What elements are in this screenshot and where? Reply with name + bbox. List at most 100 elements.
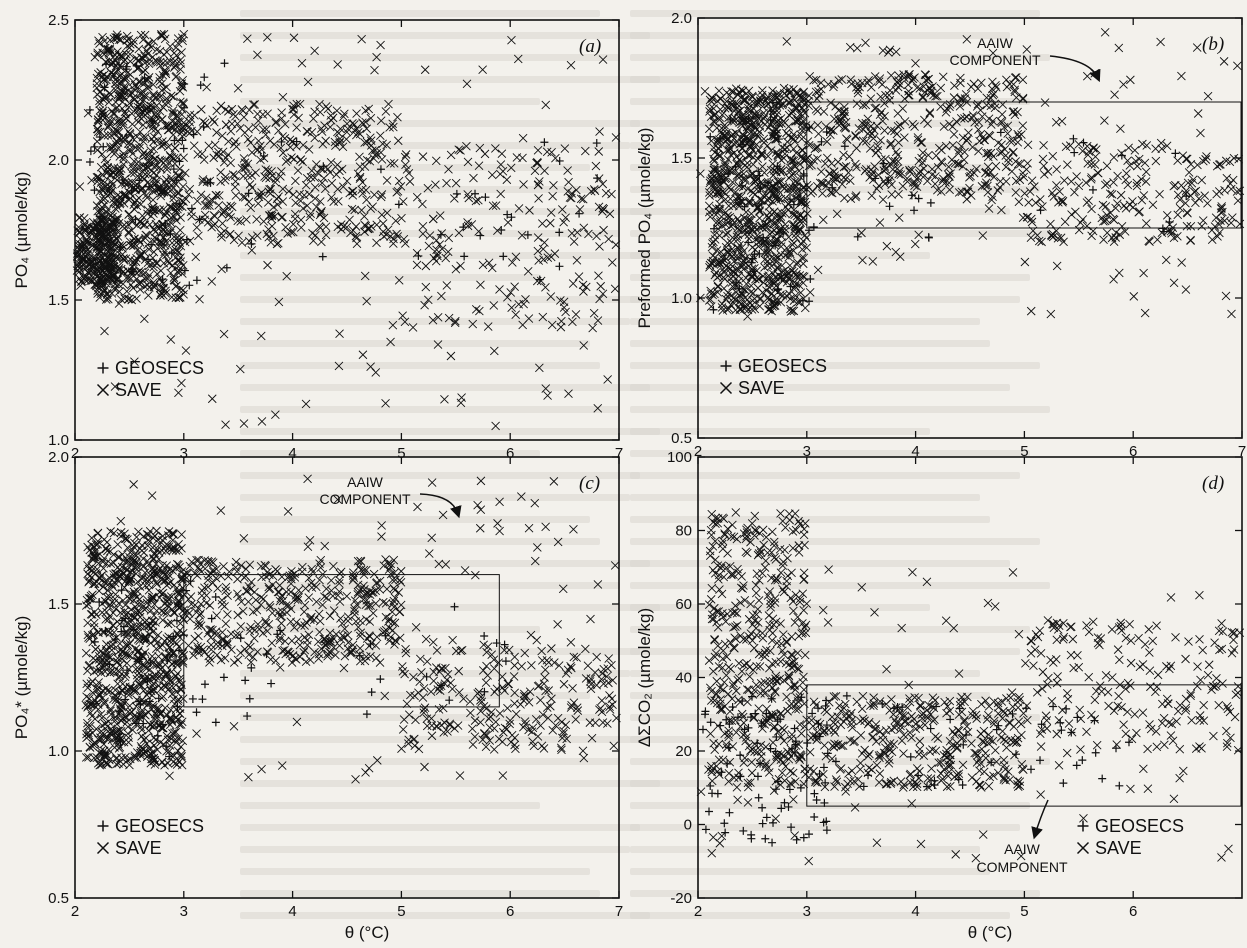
save-point bbox=[495, 285, 504, 294]
save-point bbox=[176, 742, 186, 752]
save-point bbox=[281, 222, 290, 232]
save-point bbox=[173, 137, 183, 146]
save-point bbox=[948, 140, 958, 150]
save-point bbox=[1074, 225, 1084, 235]
save-point bbox=[214, 191, 224, 200]
save-point bbox=[253, 145, 263, 155]
save-point bbox=[908, 178, 918, 187]
save-point bbox=[278, 148, 288, 158]
save-point bbox=[925, 109, 935, 119]
bleed-line bbox=[240, 318, 630, 325]
save-point bbox=[172, 208, 181, 217]
save-point bbox=[1183, 178, 1193, 188]
save-point bbox=[221, 120, 231, 130]
save-point bbox=[357, 34, 366, 44]
save-point bbox=[514, 300, 524, 309]
save-point bbox=[157, 86, 167, 95]
save-point bbox=[94, 36, 103, 45]
save-point bbox=[142, 105, 151, 114]
save-point bbox=[132, 294, 141, 303]
save-point bbox=[175, 267, 185, 276]
save-point bbox=[257, 417, 267, 426]
save-point bbox=[1153, 235, 1162, 244]
save-point bbox=[533, 145, 543, 155]
save-point bbox=[446, 150, 456, 160]
save-point bbox=[538, 219, 547, 228]
save-point bbox=[316, 208, 326, 218]
save-point bbox=[1177, 258, 1187, 267]
bleed-line bbox=[240, 142, 630, 149]
save-point bbox=[377, 210, 387, 220]
save-point bbox=[833, 157, 843, 167]
x-tick-label: 2 bbox=[71, 445, 79, 462]
save-point bbox=[335, 329, 344, 339]
save-point bbox=[357, 205, 366, 215]
save-point bbox=[359, 212, 369, 221]
save-point bbox=[113, 540, 123, 549]
save-point bbox=[296, 215, 306, 225]
save-point bbox=[155, 274, 165, 283]
save-point bbox=[782, 37, 792, 46]
save-point bbox=[217, 264, 226, 274]
save-point bbox=[503, 218, 513, 227]
save-point bbox=[249, 100, 258, 109]
save-point bbox=[894, 189, 903, 199]
save-point bbox=[1039, 170, 1049, 179]
bleed-line bbox=[240, 98, 540, 105]
save-point bbox=[94, 226, 104, 236]
save-point bbox=[970, 117, 979, 127]
save-point bbox=[858, 255, 867, 265]
save-point bbox=[1203, 198, 1212, 208]
save-point bbox=[129, 93, 138, 102]
save-point bbox=[779, 184, 789, 193]
save-point bbox=[92, 137, 102, 146]
save-point bbox=[368, 146, 377, 156]
bleed-line bbox=[240, 120, 640, 127]
save-point bbox=[530, 166, 540, 176]
save-point bbox=[112, 33, 122, 42]
save-point bbox=[119, 160, 128, 169]
save-point bbox=[405, 177, 415, 186]
save-point bbox=[173, 669, 182, 678]
save-point bbox=[534, 194, 543, 203]
geosecs-point bbox=[182, 235, 191, 244]
save-point bbox=[1207, 225, 1217, 235]
save-point bbox=[157, 757, 167, 767]
save-point bbox=[891, 86, 901, 95]
save-point bbox=[965, 183, 974, 193]
save-point bbox=[894, 213, 904, 223]
save-point bbox=[956, 73, 965, 83]
save-point bbox=[572, 185, 581, 195]
save-point bbox=[946, 169, 955, 178]
save-point bbox=[1109, 153, 1119, 162]
save-point bbox=[425, 231, 435, 240]
save-point bbox=[556, 322, 566, 332]
save-point bbox=[310, 183, 320, 192]
save-point bbox=[129, 200, 139, 210]
save-point bbox=[162, 58, 172, 67]
geosecs-point bbox=[196, 81, 205, 90]
save-point bbox=[596, 281, 606, 291]
save-point bbox=[278, 212, 287, 222]
save-point bbox=[240, 163, 249, 173]
save-point bbox=[142, 162, 152, 171]
save-point bbox=[150, 233, 159, 242]
save-point bbox=[962, 112, 972, 122]
save-point bbox=[263, 32, 272, 42]
save-point bbox=[112, 77, 122, 87]
save-point bbox=[166, 152, 175, 161]
geosecs-point bbox=[192, 276, 201, 285]
bleed-line bbox=[630, 274, 1030, 281]
save-point bbox=[241, 163, 251, 172]
save-point bbox=[165, 150, 175, 160]
save-point bbox=[1059, 237, 1068, 247]
save-point bbox=[475, 143, 485, 153]
save-point bbox=[127, 217, 137, 227]
save-point bbox=[381, 107, 391, 116]
save-point bbox=[271, 118, 281, 128]
save-point bbox=[131, 143, 141, 152]
save-point bbox=[254, 190, 263, 200]
save-point bbox=[315, 99, 324, 109]
save-point bbox=[541, 384, 551, 393]
save-point bbox=[592, 231, 601, 241]
